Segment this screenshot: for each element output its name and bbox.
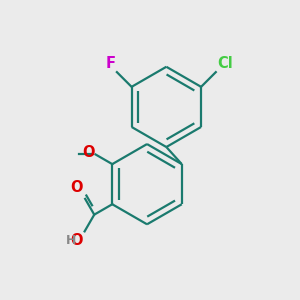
Text: O: O (70, 180, 83, 195)
Text: Cl: Cl (217, 56, 233, 70)
Text: O: O (82, 146, 94, 160)
Text: O: O (70, 233, 83, 248)
Text: H: H (66, 234, 76, 247)
Text: F: F (105, 56, 116, 70)
